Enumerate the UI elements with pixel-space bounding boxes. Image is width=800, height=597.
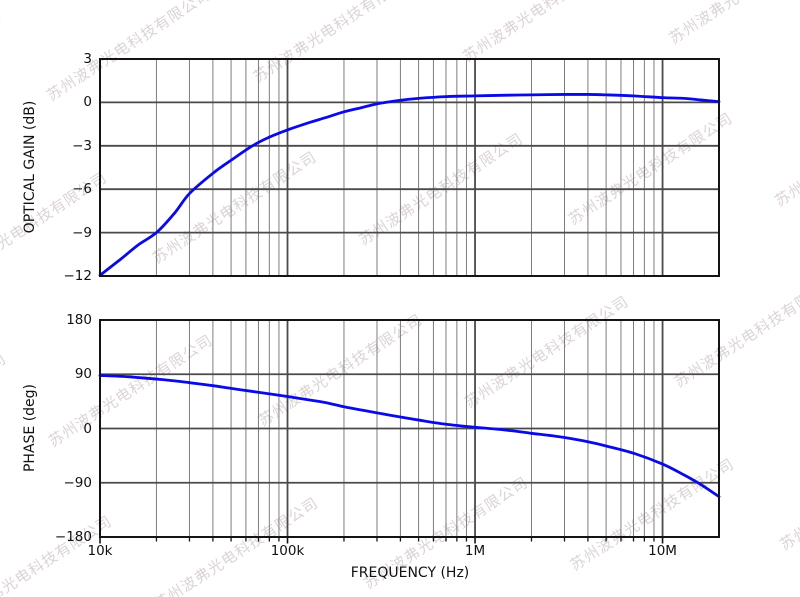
gain-curve [98,92,721,277]
gain-subplot [98,58,721,277]
phase-curve [98,374,721,499]
axes-spines [99,58,720,277]
phase-subplot [98,319,721,544]
axes-spines [99,319,720,538]
